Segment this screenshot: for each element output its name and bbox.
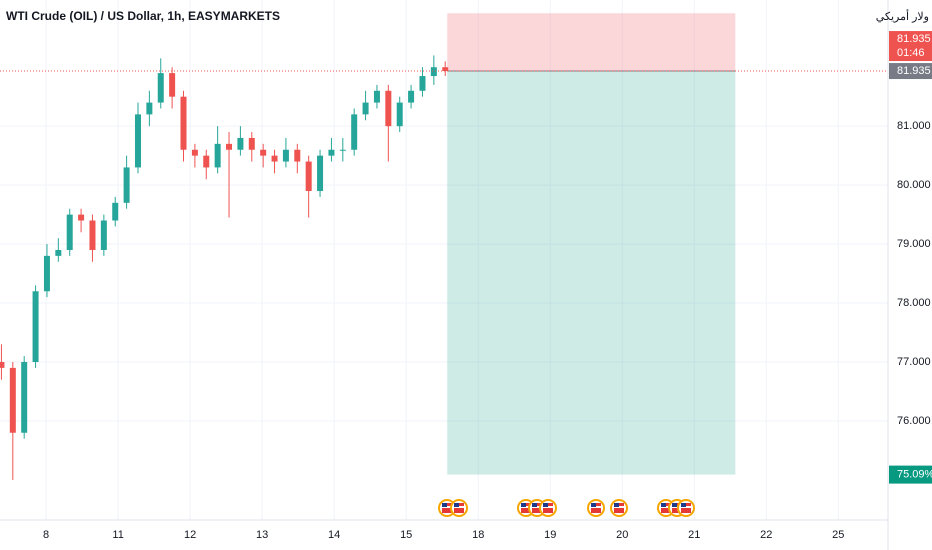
candle-body bbox=[43, 255, 50, 292]
candle-body bbox=[89, 220, 96, 250]
candle-body bbox=[248, 137, 255, 150]
candle-body bbox=[419, 76, 426, 91]
x-tick-label: 20 bbox=[616, 529, 628, 541]
plot bbox=[0, 13, 888, 480]
target-zone bbox=[447, 71, 736, 475]
currency-label: ولار أمريكي bbox=[876, 9, 929, 23]
last-price-tag bbox=[889, 31, 932, 62]
x-tick-label: 12 bbox=[184, 529, 196, 541]
x-tick-label: 22 bbox=[760, 529, 772, 541]
candle-body bbox=[112, 202, 119, 221]
x-tick-label: 8 bbox=[43, 529, 49, 541]
x-tick-label: 19 bbox=[544, 529, 556, 541]
x-tick-label: 14 bbox=[328, 529, 340, 541]
event-icon-flag-canton bbox=[442, 503, 447, 507]
candle-body bbox=[32, 291, 39, 362]
event-icon-flag-canton bbox=[672, 503, 677, 507]
event-icon-flag-canton bbox=[543, 503, 548, 507]
event-icon-flag-canton bbox=[681, 503, 686, 507]
target-tag bbox=[889, 465, 932, 484]
candle-body bbox=[214, 143, 221, 168]
y-tick-label: 77.000 bbox=[897, 356, 931, 368]
y-tick-label: 79.000 bbox=[897, 238, 931, 250]
candle-body bbox=[55, 249, 62, 256]
grid bbox=[0, 0, 888, 520]
candle-body bbox=[100, 220, 107, 250]
candle-body bbox=[123, 167, 130, 203]
chart-title: WTI Crude (OIL) / US Dollar, 1h, EASYMAR… bbox=[6, 9, 280, 23]
candle-body bbox=[146, 102, 153, 115]
x-tick-label: 21 bbox=[688, 529, 700, 541]
event-icon-flag-canton bbox=[661, 503, 666, 507]
event-icon bbox=[450, 499, 468, 517]
candle-body bbox=[305, 161, 312, 192]
candle-body bbox=[442, 67, 449, 72]
candle-body bbox=[180, 96, 187, 150]
candle-body bbox=[317, 155, 324, 192]
event-icon-flag-canton bbox=[614, 503, 619, 507]
target-tag-label: 75.09% bbox=[897, 469, 932, 481]
event-icon-flag-canton bbox=[454, 503, 459, 507]
event-icon bbox=[610, 499, 628, 517]
y-tick-label: 81.000 bbox=[897, 120, 931, 132]
candle-body bbox=[271, 155, 278, 162]
last-price-tag-label: 81.935 bbox=[897, 33, 931, 45]
candle-body bbox=[294, 149, 301, 162]
x-tick-label: 18 bbox=[472, 529, 484, 541]
x-tick-label: 13 bbox=[256, 529, 268, 541]
event-icon bbox=[587, 499, 605, 517]
candle-body bbox=[169, 73, 176, 97]
candle-body bbox=[237, 137, 244, 150]
x-tick-label: 11 bbox=[112, 529, 123, 541]
candle-body bbox=[351, 114, 358, 150]
candle-body bbox=[385, 90, 392, 127]
candle-body bbox=[408, 90, 415, 103]
event-icon bbox=[677, 499, 695, 517]
event-icon-flag-canton bbox=[591, 503, 596, 507]
candle-body bbox=[260, 149, 267, 156]
candle-body bbox=[373, 90, 380, 103]
candle-body bbox=[430, 67, 437, 77]
x-tick-label: 25 bbox=[832, 529, 844, 541]
candle-body bbox=[9, 367, 16, 433]
candle-body bbox=[191, 149, 198, 156]
y-tick-label: 76.000 bbox=[897, 415, 931, 427]
candle-body bbox=[0, 361, 5, 368]
entry-tag bbox=[889, 63, 932, 80]
event-icon-flag-canton bbox=[521, 503, 526, 507]
entry-tag-label: 81.935 bbox=[897, 65, 931, 77]
y-tick-label: 78.000 bbox=[897, 297, 931, 309]
candle-body bbox=[328, 149, 335, 156]
candle-body bbox=[134, 114, 141, 168]
candle-body bbox=[157, 73, 164, 103]
candle-body bbox=[78, 214, 85, 221]
candle-body bbox=[226, 143, 233, 150]
event-icon bbox=[539, 499, 557, 517]
candle-body bbox=[203, 155, 210, 168]
stop-zone bbox=[447, 13, 736, 72]
candle-body bbox=[66, 214, 73, 250]
candle-body bbox=[282, 149, 289, 162]
x-tick-label: 15 bbox=[400, 529, 412, 541]
overlay: 76.000 77.000 78.000 79.000 80.000 81.000 8 11 1… bbox=[43, 31, 932, 541]
candle-body bbox=[21, 361, 28, 433]
candle-body bbox=[362, 102, 369, 115]
candle-body bbox=[396, 102, 403, 127]
y-tick-label: 80.000 bbox=[897, 179, 931, 191]
event-icon-flag-canton bbox=[532, 503, 537, 507]
candle-body bbox=[339, 149, 346, 151]
countdown-label: 01:46 bbox=[897, 47, 925, 59]
